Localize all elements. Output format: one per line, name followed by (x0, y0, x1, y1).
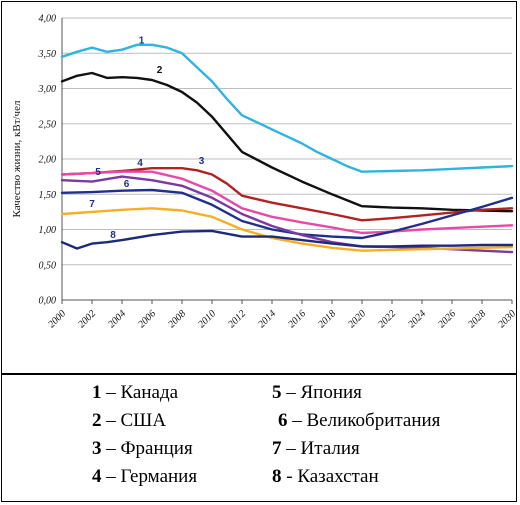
series-label-5: 5 (95, 167, 101, 178)
x-tick-label: 2018 (316, 308, 338, 330)
legend-item-3: 3 – Франция (92, 438, 193, 460)
series-label-1: 1 (139, 35, 145, 46)
legend: 1 – Канада 5 – Япония 2 – США 6 – Велико… (0, 378, 520, 500)
legend-item-6: 6 – Великобритания (278, 410, 440, 432)
x-tick-label: 2022 (376, 308, 398, 330)
y-tick-label: 2,50 (39, 119, 57, 130)
series-label-2: 2 (157, 65, 163, 76)
y-tick-label: 1,50 (39, 190, 57, 201)
legend-item-5-number: 5 (272, 382, 282, 403)
series-line-7 (60, 207, 514, 252)
legend-item-2-label: – США (101, 410, 167, 431)
x-tick-label: 2016 (286, 308, 308, 330)
x-tick-label: 2020 (346, 308, 368, 330)
legend-item-8-number: 8 (272, 466, 282, 487)
legend-item-5-label: – Япония (281, 382, 362, 403)
series-line-5 (60, 188, 514, 240)
x-tick-label: 2026 (436, 308, 458, 330)
series-label-4: 4 (137, 158, 143, 169)
legend-item-2-number: 2 (92, 410, 102, 431)
legend-item-7-label: – Италия (281, 438, 360, 459)
y-tick-label: 0,50 (39, 260, 57, 271)
x-tick-label: 2024 (406, 308, 428, 330)
series-line-4 (60, 170, 514, 235)
y-tick-label: 0,00 (39, 296, 57, 307)
legend-item-1: 1 – Канада (92, 382, 178, 404)
series-line-2 (60, 71, 514, 213)
legend-item-4-label: – Германия (101, 466, 198, 487)
series-label-6: 6 (124, 179, 130, 190)
legend-item-1-label: – Канада (101, 382, 179, 403)
legend-item-6-label: – Великобритания (287, 410, 441, 431)
x-tick-label: 2014 (256, 308, 278, 330)
y-tick-label: 1,00 (39, 225, 57, 236)
series-line-8 (60, 229, 514, 250)
series-label-3: 3 (199, 156, 205, 167)
legend-item-6-number: 6 (278, 410, 288, 431)
legend-item-4: 4 – Германия (92, 466, 197, 488)
x-tick-label: 2004 (106, 308, 128, 330)
legend-item-5: 5 – Япония (272, 382, 362, 404)
y-tick-label: 3,00 (38, 84, 57, 95)
x-tick-label: 2028 (466, 308, 488, 330)
x-tick-label: 2030 (496, 308, 518, 330)
y-tick-label: 3,50 (38, 49, 57, 60)
legend-item-4-number: 4 (92, 466, 102, 487)
x-tick-label: 2008 (166, 308, 188, 330)
series-label-8: 8 (110, 230, 116, 241)
x-tick-label: 2002 (76, 308, 98, 330)
legend-item-3-number: 3 (92, 438, 102, 459)
legend-item-2: 2 – США (92, 410, 166, 432)
legend-item-7: 7 – Италия (272, 438, 360, 460)
line-chart: 0,00 0,50 1,00 1,50 2,00 2,50 3,00 3,50 4,00 2000… (11, 14, 518, 331)
legend-item-3-label: – Франция (101, 438, 193, 459)
legend-item-1-number: 1 (92, 382, 102, 403)
x-tick-label: 2012 (226, 308, 248, 330)
y-axis-title: Качество жизни, кВт/чел (11, 100, 23, 217)
series-line-3 (60, 166, 514, 222)
legend-item-8-label: - Казахстан (281, 466, 379, 487)
x-tick-label: 2006 (136, 308, 158, 330)
legend-divider (1, 373, 517, 375)
series-label-7: 7 (89, 199, 95, 210)
y-tick-label: 2,00 (39, 155, 57, 166)
legend-item-7-number: 7 (272, 438, 282, 459)
series-line-1 (60, 43, 514, 173)
x-tick-label: 2000 (46, 308, 68, 330)
x-tick-label: 2010 (196, 308, 218, 330)
legend-item-8: 8 - Казахстан (272, 466, 379, 488)
y-tick-label: 4,00 (39, 14, 57, 25)
